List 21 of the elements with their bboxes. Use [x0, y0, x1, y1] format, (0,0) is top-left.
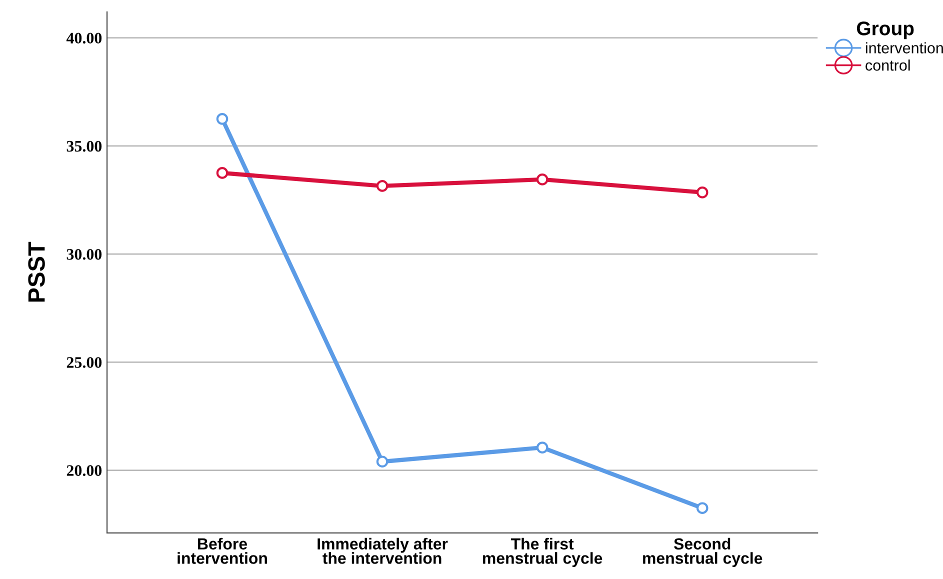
point: [216, 112, 228, 125]
x-tick-label: Before intervention: [178, 538, 267, 564]
x-tick-label: The first menstrual cycle: [483, 538, 602, 568]
legend-label: intervention: [866, 42, 943, 54]
point: [696, 502, 708, 514]
y-tick-label: 20.00: [66, 465, 102, 476]
x-tick-label: Second menstrual cycle: [643, 538, 762, 568]
y-tick-label: 30.00: [66, 248, 102, 260]
point: [216, 167, 228, 179]
y-tick-label: 40.00: [66, 32, 102, 44]
point: [376, 456, 388, 468]
legend-title: Group: [856, 22, 914, 40]
point: [536, 442, 548, 454]
point: [376, 180, 388, 192]
point: [536, 174, 548, 186]
legend-label: control: [866, 60, 910, 71]
x-tick-label: Immediately after the intervention: [318, 538, 448, 564]
y-axis-title: PSST: [28, 242, 45, 302]
y-tick-label: 25.00: [66, 357, 102, 368]
y-tick-label: 35.00: [66, 140, 102, 152]
point: [696, 186, 708, 198]
